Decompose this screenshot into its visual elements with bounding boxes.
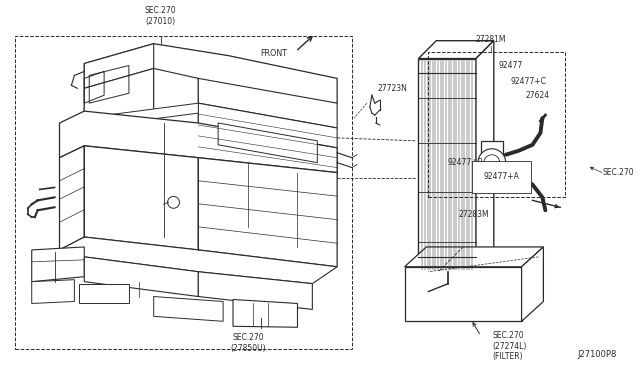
Text: 27723N: 27723N — [378, 84, 408, 93]
Text: 92477: 92477 — [499, 61, 523, 70]
Text: FRONT: FRONT — [260, 49, 287, 58]
Polygon shape — [54, 237, 337, 283]
Polygon shape — [404, 267, 522, 321]
Polygon shape — [476, 41, 494, 272]
Polygon shape — [404, 247, 543, 267]
Text: SEC.270: SEC.270 — [603, 168, 634, 177]
Polygon shape — [32, 247, 84, 282]
Text: 27283M: 27283M — [459, 210, 490, 219]
Polygon shape — [60, 111, 337, 173]
Text: SEC.270
(27850U): SEC.270 (27850U) — [230, 333, 266, 353]
Text: 92477+B: 92477+B — [447, 158, 483, 167]
Text: 27624: 27624 — [525, 91, 550, 100]
Circle shape — [168, 196, 179, 208]
Text: SEC.270
(27010): SEC.270 (27010) — [145, 6, 177, 26]
Polygon shape — [198, 103, 337, 177]
Polygon shape — [522, 247, 543, 321]
Text: J27100P8: J27100P8 — [577, 350, 617, 359]
Polygon shape — [419, 58, 476, 272]
Text: SEC.270
(27274L)
(FILTER): SEC.270 (27274L) (FILTER) — [493, 331, 527, 361]
Text: 27281M: 27281M — [476, 35, 506, 44]
Polygon shape — [481, 141, 503, 185]
Polygon shape — [84, 68, 154, 138]
Polygon shape — [84, 103, 198, 128]
Polygon shape — [419, 41, 494, 58]
Polygon shape — [84, 146, 198, 250]
Polygon shape — [32, 280, 74, 304]
Polygon shape — [84, 257, 198, 296]
Polygon shape — [60, 146, 84, 250]
Polygon shape — [218, 123, 317, 163]
Polygon shape — [154, 296, 223, 321]
Polygon shape — [198, 272, 312, 310]
Polygon shape — [198, 158, 337, 267]
Polygon shape — [84, 44, 154, 88]
Polygon shape — [84, 44, 337, 118]
Polygon shape — [79, 283, 129, 304]
Text: 92477+A: 92477+A — [484, 172, 520, 181]
Circle shape — [478, 149, 506, 177]
Polygon shape — [198, 78, 337, 128]
Text: 92477+C: 92477+C — [511, 77, 547, 86]
Polygon shape — [154, 68, 198, 128]
Polygon shape — [233, 299, 298, 327]
